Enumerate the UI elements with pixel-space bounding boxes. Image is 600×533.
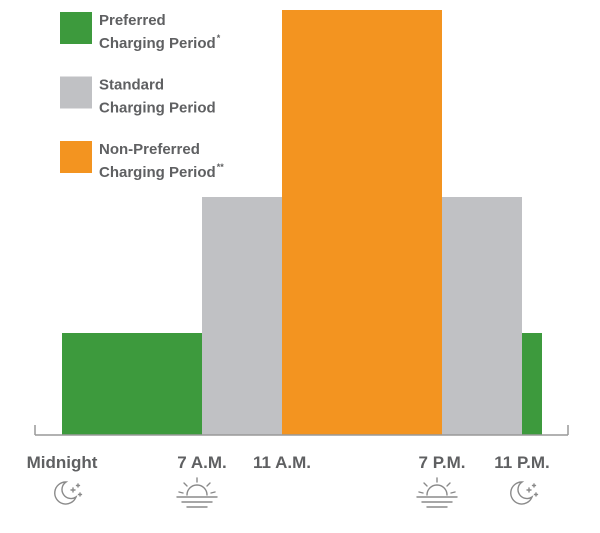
- legend-label: Charging Period: [99, 164, 216, 181]
- legend-swatch: [60, 141, 92, 173]
- x-tick-label: 11 P.M.: [494, 453, 549, 472]
- legend-label: Charging Period: [99, 35, 216, 52]
- legend-footnote-mark: *: [217, 33, 221, 43]
- legend-label: Charging Period: [99, 100, 216, 117]
- x-tick-label: 7 A.M.: [177, 453, 226, 472]
- legend-label: Preferred: [99, 12, 166, 29]
- x-tick-label: 11 A.M.: [253, 453, 311, 472]
- bar: [282, 10, 442, 435]
- legend-footnote-mark: **: [217, 162, 225, 172]
- legend-swatch: [60, 76, 92, 109]
- legend-label: Standard: [99, 77, 164, 94]
- bar: [202, 197, 282, 435]
- bar: [62, 333, 202, 435]
- legend-label: Non-Preferred: [99, 141, 200, 158]
- moon-icon: [510, 481, 539, 505]
- bar: [522, 333, 542, 435]
- moon-icon: [54, 481, 83, 505]
- sunset-icon: [416, 477, 458, 508]
- axis: [34, 425, 569, 436]
- bar: [442, 197, 522, 435]
- x-tick-label: Midnight: [27, 453, 98, 472]
- sunrise-icon: [176, 477, 218, 508]
- x-tick-label: 7 P.M.: [419, 453, 466, 472]
- legend-swatch: [60, 12, 92, 44]
